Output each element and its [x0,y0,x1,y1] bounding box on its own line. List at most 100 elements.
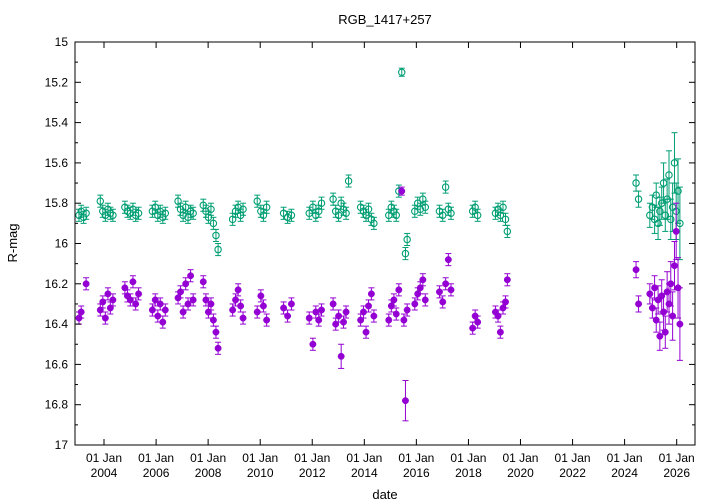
data-point [468,207,477,216]
data-point [387,203,396,211]
data-point [390,207,398,216]
data-point [501,215,510,224]
data-point [661,211,670,220]
data-point [439,298,447,306]
data-point [339,205,348,213]
data-point [174,197,182,205]
data-point [317,199,326,207]
data-point [365,302,372,310]
data-point [237,302,245,310]
y-tick-label: 16 [55,237,69,251]
data-point [135,290,143,298]
data-point [151,296,159,304]
data-point [279,209,288,218]
plot-area [75,67,684,422]
data-point [395,286,403,294]
data-point [82,280,90,288]
data-point [231,207,240,216]
series-1 [75,67,684,261]
series-2 [75,186,684,422]
data-point [239,205,247,213]
data-point [496,211,505,220]
x-tick-label-day: 01 Jan [398,451,434,465]
plot-frame [74,41,696,446]
data-point [257,292,265,300]
data-point [364,205,373,213]
data-point [181,203,190,211]
data-point [151,203,159,211]
x-tick-label-day: 01 Jan [555,451,591,465]
data-point [202,296,210,304]
data-point [385,316,393,324]
data-point [397,68,406,76]
x-tick-label-day: 01 Jan [86,451,122,465]
x-tick-label-year: 2018 [455,466,482,480]
data-point [159,318,167,326]
data-point [447,286,455,294]
data-point [667,215,675,224]
x-tick-label-year: 2006 [143,466,170,480]
y-tick-label: 16.6 [45,357,69,371]
x-tick-label-day: 01 Jan [502,451,538,465]
data-point [340,318,347,326]
data-point [229,306,237,314]
data-point [253,308,261,316]
data-point [646,211,654,220]
data-point [309,340,317,348]
y-tick-label: 15 [55,35,69,49]
data-point [419,276,427,284]
chart-title: RGB_1417+257 [338,12,432,27]
data-point [342,308,350,316]
data-point [154,211,162,220]
data-point [496,328,504,336]
data-point [257,207,265,216]
data-point [370,312,378,320]
data-point [435,288,443,296]
data-point [421,203,430,211]
data-point [129,278,137,286]
y-axis-label: R-mag [5,223,20,262]
data-point [82,209,90,218]
data-point [669,312,677,320]
data-point [632,179,640,187]
data-point [634,195,643,203]
y-tick-label: 17 [55,438,69,452]
data-point [667,280,675,288]
data-point [179,211,187,220]
data-point [109,296,117,304]
data-point [491,209,500,218]
y-tick-label: 15.8 [45,196,69,210]
data-point [403,235,411,244]
data-point [419,195,427,203]
data-point [672,227,680,235]
data-point [284,312,292,320]
data-point [239,314,247,322]
x-tick-label-day: 01 Jan [294,451,330,465]
x-tick-label-day: 01 Jan [659,451,695,465]
x-tick-label-day: 01 Jan [450,451,486,465]
data-point [676,219,684,228]
data-point [367,290,375,298]
data-point [337,352,345,360]
data-point [309,203,317,211]
data-point [652,191,660,199]
data-point [214,344,222,352]
x-tick-label-day: 01 Jan [190,451,226,465]
x-tick-label-year: 2022 [559,466,586,480]
data-point [189,296,197,304]
data-point [314,207,323,216]
data-point [234,203,242,211]
data-point [79,213,88,222]
data-point [109,211,117,220]
data-point [161,209,170,218]
data-point [209,316,217,324]
y-tick-label: 15.2 [45,75,69,89]
data-point [416,205,425,213]
data-point [259,211,268,220]
data-point [656,207,664,216]
data-point [134,209,143,218]
data-point [287,300,295,308]
data-point [370,219,378,228]
data-point [503,276,511,284]
